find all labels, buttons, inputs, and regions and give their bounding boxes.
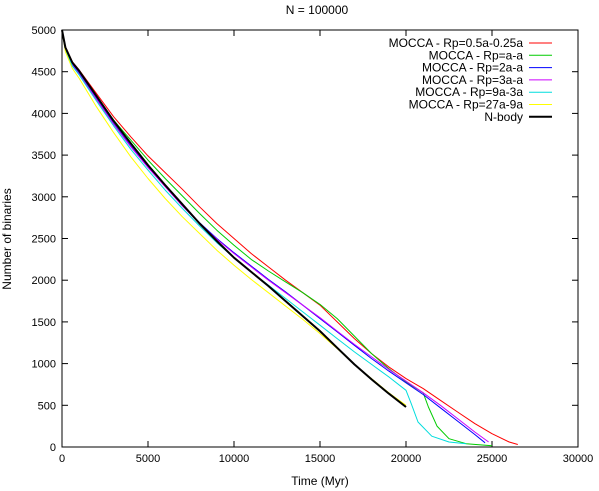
y-tick-label: 2000 [32, 275, 56, 287]
legend-label: MOCCA - Rp=9a-3a [415, 85, 523, 99]
y-axis-ticks: 0 500 1000 1500 2000 2500 3000 3500 4000 4500 5000 [32, 25, 578, 454]
legend-label: MOCCA - Rp=a-a [429, 48, 524, 62]
x-tick-label: 30000 [563, 453, 594, 465]
x-axis-ticks: 0 5000 10000 15000 20000 25000 30000 [59, 30, 593, 465]
y-tick-label: 4500 [32, 67, 56, 79]
plot-frame [61, 29, 579, 448]
y-tick-label: 1000 [32, 359, 56, 371]
y-tick-label: 3000 [32, 192, 56, 204]
x-tick-label: 10000 [219, 453, 250, 465]
y-tick-label: 1500 [32, 317, 56, 329]
x-tick-label: 15000 [305, 453, 336, 465]
x-tick-label: 5000 [136, 453, 160, 465]
x-tick-label: 20000 [391, 453, 422, 465]
y-tick-label: 2500 [32, 234, 56, 246]
x-tick-label: 25000 [477, 453, 508, 465]
series-line-1 [61, 29, 518, 445]
y-tick-label: 0 [50, 442, 56, 454]
y-tick-label: 4000 [32, 108, 56, 120]
y-axis-title: Number of binaries [0, 188, 14, 289]
legend-label: MOCCA - Rp=3a-a [422, 73, 523, 87]
series-line-4 [61, 29, 489, 443]
series-line-7 [61, 29, 407, 408]
legend-label: N-body [484, 110, 523, 124]
y-tick-label: 3500 [32, 150, 56, 162]
plot-series [61, 29, 518, 447]
legend-label: MOCCA - Rp=2a-a [422, 61, 523, 75]
y-tick-label: 5000 [32, 25, 56, 37]
x-tick-label: 0 [59, 453, 65, 465]
series-line-6 [61, 29, 407, 406]
legend-label: MOCCA - Rp=0.5a-0.25a [389, 36, 524, 50]
x-axis-title: Time (Myr) [291, 474, 349, 488]
y-tick-label: 500 [38, 400, 56, 412]
chart-title: N = 100000 [286, 3, 349, 17]
legend-label: MOCCA - Rp=27a-9a [409, 98, 524, 112]
